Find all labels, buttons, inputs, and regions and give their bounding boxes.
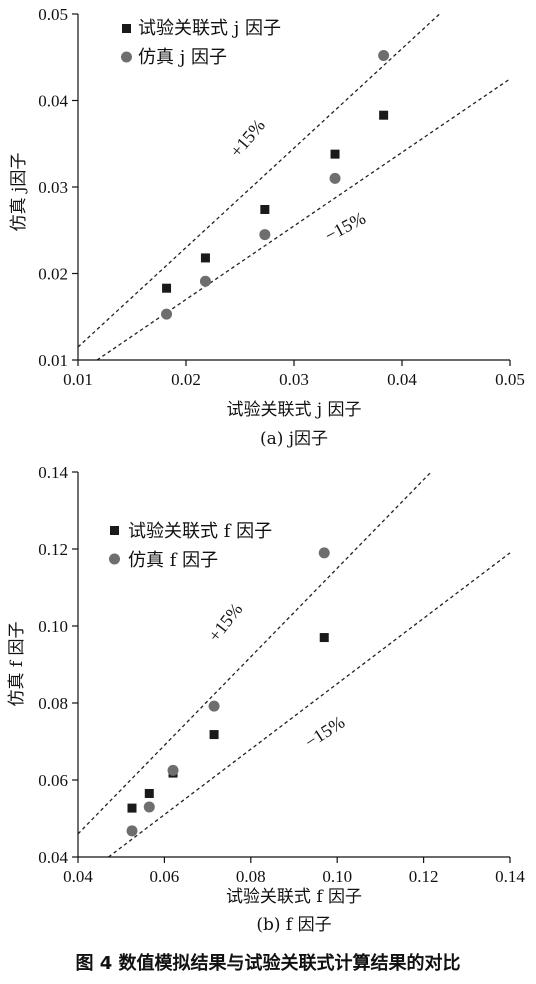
panel-caption: (b) f 因子 — [256, 915, 331, 935]
y-axis-label: 仿真 f 因子 — [7, 621, 27, 706]
data-point-square — [162, 283, 172, 293]
plus-15-label: +15% — [226, 115, 269, 161]
x-ticks: 0.04 0.06 0.08 0.10 0.12 0.14 — [63, 857, 525, 886]
data-point-square — [200, 253, 210, 263]
data-point-circle — [167, 764, 179, 776]
reference-line-minus-15 — [96, 78, 511, 361]
x-tick-label: 0.06 — [150, 867, 180, 886]
y-tick-label: 0.03 — [38, 178, 68, 197]
x-tick-label: 0.10 — [322, 867, 352, 886]
x-axis-label: 试验关联式 j 因子 — [226, 400, 361, 420]
reference-line-minus-15 — [108, 552, 511, 858]
x-tick-label: 0.04 — [387, 370, 417, 389]
x-tick-label: 0.05 — [495, 370, 525, 389]
y-tick-label: 0.10 — [38, 617, 68, 636]
legend-series-2-label: 仿真 f 因子 — [128, 550, 218, 571]
y-tick-label: 0.12 — [38, 540, 68, 559]
x-tick-label: 0.04 — [63, 867, 93, 886]
data-point-circle — [143, 801, 155, 813]
y-tick-label: 0.06 — [38, 771, 68, 790]
chart-panel-j-factor: 0.01 0.02 0.03 0.04 0.05 0.010.020.030.040.0… — [9, 5, 525, 449]
minus-15-label: −15% — [301, 712, 348, 752]
legend-circle-marker — [109, 553, 120, 565]
y-tick-label: 0.05 — [38, 5, 68, 24]
legend-circle-marker — [121, 51, 132, 63]
x-axis-label: 试验关联式 f 因子 — [226, 887, 362, 907]
data-point-square — [127, 803, 137, 813]
data-point-square — [379, 110, 389, 120]
data-point-square — [209, 730, 219, 740]
legend-square-marker — [122, 24, 131, 33]
x-tick-label: 0.08 — [236, 867, 266, 886]
y-ticks: 0.04 0.06 0.08 0.10 0.12 0.14 — [38, 463, 78, 867]
data-point-circle — [378, 50, 390, 62]
minus-15-label: −15% — [321, 208, 368, 246]
data-point-square — [144, 788, 154, 798]
chart-panel-f-factor: 0.04 0.06 0.08 0.10 0.12 0.14 0.04 0.06 0.08 0.1… — [7, 463, 525, 935]
legend-square-marker — [110, 526, 119, 535]
data-point-circle — [161, 308, 173, 320]
data-point-circle — [329, 172, 341, 184]
y-tick-label: 0.08 — [38, 694, 68, 713]
x-tick-label: 0.14 — [495, 867, 525, 886]
data-point-circle — [208, 700, 220, 712]
legend: 试验关联式 f 因子 仿真 f 因子 — [109, 521, 272, 571]
y-tick-label: 0.02 — [38, 265, 68, 284]
y-axis-label: 仿真 j因子 — [9, 153, 29, 232]
x-ticks: 0.01 0.02 0.03 0.04 0.05 — [63, 360, 525, 389]
legend-series-1-label: 试验关联式 f 因子 — [128, 521, 272, 542]
reference-line-plus-15 — [77, 13, 441, 348]
data-point-circle — [126, 825, 138, 837]
legend: 试验关联式 j 因子 仿真 j 因子 — [121, 18, 281, 68]
legend-series-1-label: 试验关联式 j 因子 — [138, 18, 281, 39]
reference-lines — [77, 13, 511, 361]
x-tick-label: 0.03 — [279, 370, 309, 389]
legend-series-2-label: 仿真 j 因子 — [138, 47, 227, 68]
y-tick-label: 0.14 — [38, 463, 68, 482]
y-tick-label: 0.04 — [38, 848, 68, 867]
data-point-circle — [318, 547, 330, 559]
y-tick-label: 0.01 — [38, 351, 68, 370]
data-point-square — [330, 149, 340, 159]
data-point-circle — [259, 229, 271, 241]
figure-caption: 图 4 数值模拟结果与试验关联式计算结果的对比 — [75, 952, 460, 974]
x-tick-label: 0.01 — [63, 370, 93, 389]
data-points — [126, 547, 330, 837]
panel-caption: (a) j因子 — [260, 429, 328, 449]
data-point-square — [260, 204, 270, 214]
data-point-square — [319, 633, 329, 643]
data-point-circle — [199, 275, 211, 287]
x-tick-label: 0.12 — [409, 867, 439, 886]
y-tick-label: 0.04 — [38, 92, 68, 111]
x-tick-label: 0.02 — [171, 370, 201, 389]
plus-15-label: +15% — [204, 599, 246, 645]
data-points — [161, 50, 390, 320]
y-ticks: 0.01 0.02 0.03 0.04 0.05 — [38, 5, 78, 370]
